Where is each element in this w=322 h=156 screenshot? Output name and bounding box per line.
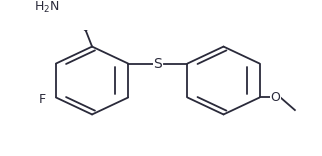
Text: S: S	[153, 56, 162, 71]
Text: H$_2$N: H$_2$N	[34, 0, 60, 15]
Text: F: F	[39, 93, 46, 107]
Text: O: O	[271, 91, 280, 104]
